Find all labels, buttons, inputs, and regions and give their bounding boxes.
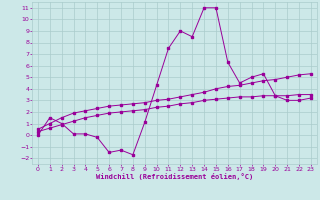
X-axis label: Windchill (Refroidissement éolien,°C): Windchill (Refroidissement éolien,°C) (96, 173, 253, 180)
